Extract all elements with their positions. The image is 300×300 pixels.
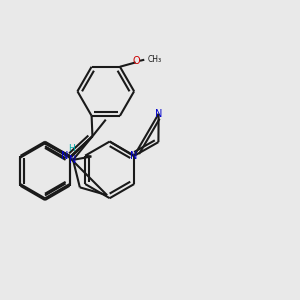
- Text: N: N: [61, 151, 69, 161]
- Text: N: N: [69, 155, 77, 165]
- Text: N: N: [155, 109, 162, 119]
- Text: O: O: [133, 56, 140, 66]
- Text: N: N: [130, 151, 137, 161]
- Text: H: H: [68, 144, 75, 153]
- Text: CH₃: CH₃: [148, 55, 162, 64]
